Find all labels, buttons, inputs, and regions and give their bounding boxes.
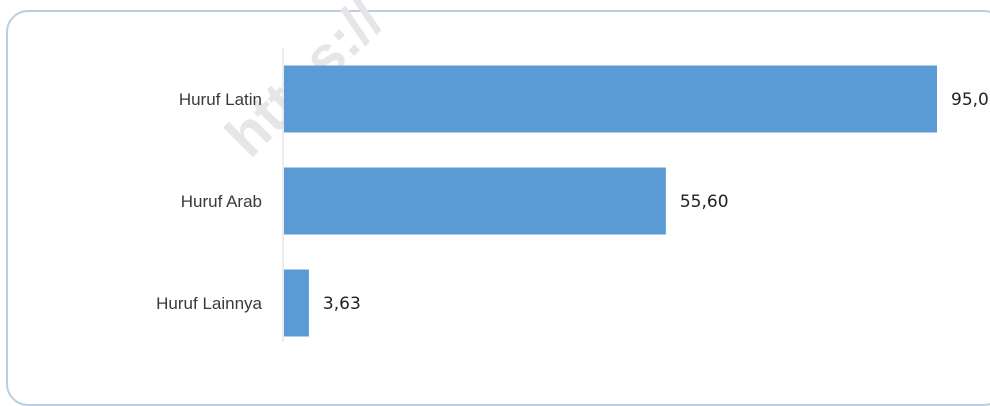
- bar-huruf-arab: [284, 168, 666, 235]
- bar-huruf-lainnya: [284, 270, 309, 337]
- category-label-huruf-latin: Huruf Latin: [179, 90, 262, 109]
- value-label-huruf-arab: 55,60: [680, 192, 729, 212]
- category-label-huruf-lainnya: Huruf Lainnya: [156, 294, 262, 313]
- category-label-huruf-arab: Huruf Arab: [181, 192, 262, 211]
- bar-huruf-latin: [284, 66, 937, 133]
- value-label-huruf-lainnya: 3,63: [323, 294, 361, 314]
- value-label-huruf-latin: 95,08: [951, 90, 990, 110]
